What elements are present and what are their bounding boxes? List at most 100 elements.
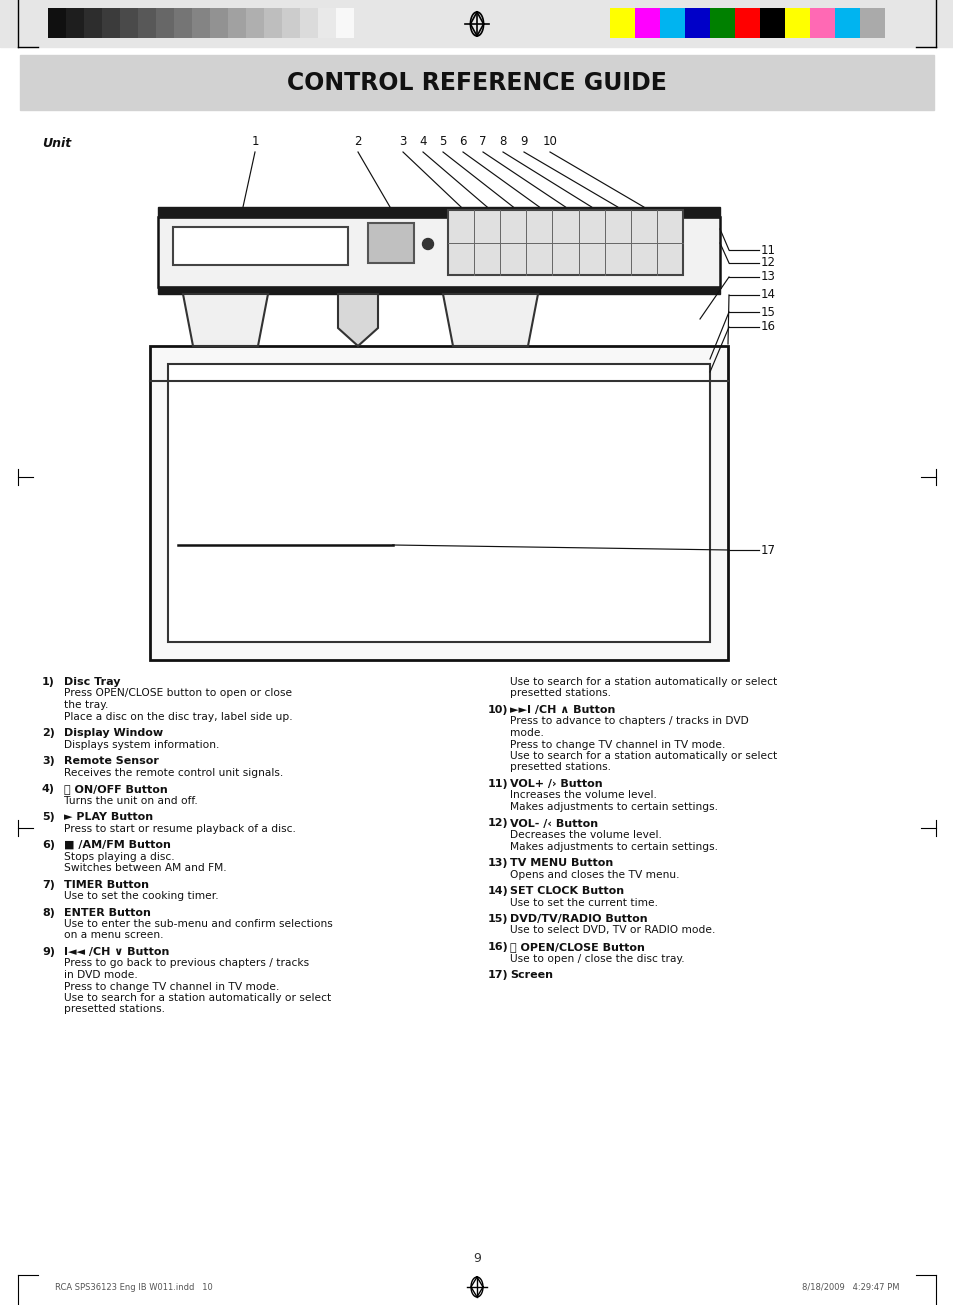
Bar [709,8,734,38]
Text: 5): 5) [42,812,54,822]
Text: Press to change TV channel in TV mode.: Press to change TV channel in TV mode. [64,981,279,992]
Text: Decreases the volume level.: Decreases the volume level. [510,830,661,840]
Bar [246,8,264,38]
Text: VOL+ /› Button: VOL+ /› Button [510,779,602,790]
Bar [659,8,684,38]
Text: 6): 6) [42,840,55,850]
Bar [635,8,659,38]
Bar [684,8,709,38]
Bar [150,346,727,660]
Text: 2): 2) [42,728,55,739]
Bar [282,8,299,38]
Text: Use to search for a station automatically or select: Use to search for a station automaticall… [510,677,777,686]
Text: Increases the volume level.: Increases the volume level. [510,791,657,800]
Text: the tray.: the tray. [64,699,109,710]
Bar [158,217,720,287]
Bar [48,8,66,38]
Text: Press to change TV channel in TV mode.: Press to change TV channel in TV mode. [510,740,724,749]
Text: Use to select DVD, TV or RADIO mode.: Use to select DVD, TV or RADIO mode. [510,925,715,936]
Bar [368,223,414,264]
Bar [264,8,282,38]
Text: 8: 8 [498,134,506,147]
Bar [0,0,953,47]
Text: presetted stations.: presetted stations. [510,762,610,773]
Bar [760,8,784,38]
Text: 16: 16 [760,321,775,334]
Text: presetted stations.: presetted stations. [510,689,610,698]
Text: Switches between AM and FM.: Switches between AM and FM. [64,863,227,873]
Text: 17): 17) [488,970,508,980]
Text: ⓘ ON/OFF Button: ⓘ ON/OFF Button [64,784,168,793]
Text: ►►I /CH ∧ Button: ►►I /CH ∧ Button [510,705,615,715]
Text: 11): 11) [488,779,508,790]
Text: Display Window: Display Window [64,728,163,739]
Bar [168,364,709,642]
Text: presetted stations.: presetted stations. [64,1005,165,1014]
Bar [158,287,720,294]
Bar [66,8,84,38]
Text: 8/18/2009   4:29:47 PM: 8/18/2009 4:29:47 PM [801,1283,899,1292]
Text: Unit: Unit [42,137,71,150]
Text: 10): 10) [488,705,508,715]
Bar [120,8,138,38]
Text: DVD/TV/RADIO Button: DVD/TV/RADIO Button [510,913,647,924]
Bar [102,8,120,38]
Text: 7: 7 [478,134,486,147]
Bar [859,8,884,38]
Text: Use to set the cooking timer.: Use to set the cooking timer. [64,891,218,900]
Text: Stops playing a disc.: Stops playing a disc. [64,851,174,861]
Text: 14: 14 [760,288,775,301]
Text: 1): 1) [42,677,55,686]
Text: 9: 9 [519,134,527,147]
Text: Remote Sensor: Remote Sensor [64,756,159,766]
Text: Press to advance to chapters / tracks in DVD: Press to advance to chapters / tracks in… [510,716,748,727]
Text: ENTER Button: ENTER Button [64,907,151,917]
Polygon shape [183,294,268,346]
Text: mode.: mode. [510,728,543,739]
Polygon shape [442,294,537,346]
Text: Use to set the current time.: Use to set the current time. [510,898,658,907]
Bar [172,227,348,265]
Text: Makes adjustments to certain settings.: Makes adjustments to certain settings. [510,842,718,851]
Bar [784,8,809,38]
Text: 9): 9) [42,947,55,957]
Text: Turns the unit on and off.: Turns the unit on and off. [64,796,197,805]
Bar [734,8,760,38]
Text: SET CLOCK Button: SET CLOCK Button [510,886,623,897]
Bar [210,8,228,38]
Text: 3): 3) [42,756,54,766]
Text: 12: 12 [760,257,775,270]
Text: Use to search for a station automatically or select: Use to search for a station automaticall… [510,750,777,761]
Text: 3: 3 [399,134,406,147]
Text: ► PLAY Button: ► PLAY Button [64,812,153,822]
Bar [809,8,834,38]
Bar [834,8,859,38]
Bar [299,8,317,38]
Text: 6: 6 [458,134,466,147]
Bar [173,8,192,38]
Text: 4: 4 [418,134,426,147]
Text: 7): 7) [42,880,55,890]
Bar [20,55,933,110]
Text: 5: 5 [438,134,446,147]
Text: Use to search for a station automatically or select: Use to search for a station automaticall… [64,993,331,1004]
Text: Screen: Screen [510,970,553,980]
Text: 15: 15 [760,305,775,318]
Text: Press OPEN/CLOSE button to open or close: Press OPEN/CLOSE button to open or close [64,689,292,698]
Text: 17: 17 [760,543,775,556]
Text: Disc Tray: Disc Tray [64,677,120,686]
Text: ■ /AM/FM Button: ■ /AM/FM Button [64,840,171,850]
Text: 13): 13) [488,857,508,868]
Text: ⏫ OPEN/CLOSE Button: ⏫ OPEN/CLOSE Button [510,942,644,953]
Text: in DVD mode.: in DVD mode. [64,970,137,980]
Bar [448,210,682,275]
Bar [192,8,210,38]
Text: VOL- /‹ Button: VOL- /‹ Button [510,818,598,829]
Text: Displays system information.: Displays system information. [64,740,219,749]
Bar [317,8,335,38]
Polygon shape [337,294,377,346]
Text: 2: 2 [354,134,361,147]
Bar [158,207,720,217]
Text: 9: 9 [473,1251,480,1265]
Text: 1: 1 [251,134,258,147]
